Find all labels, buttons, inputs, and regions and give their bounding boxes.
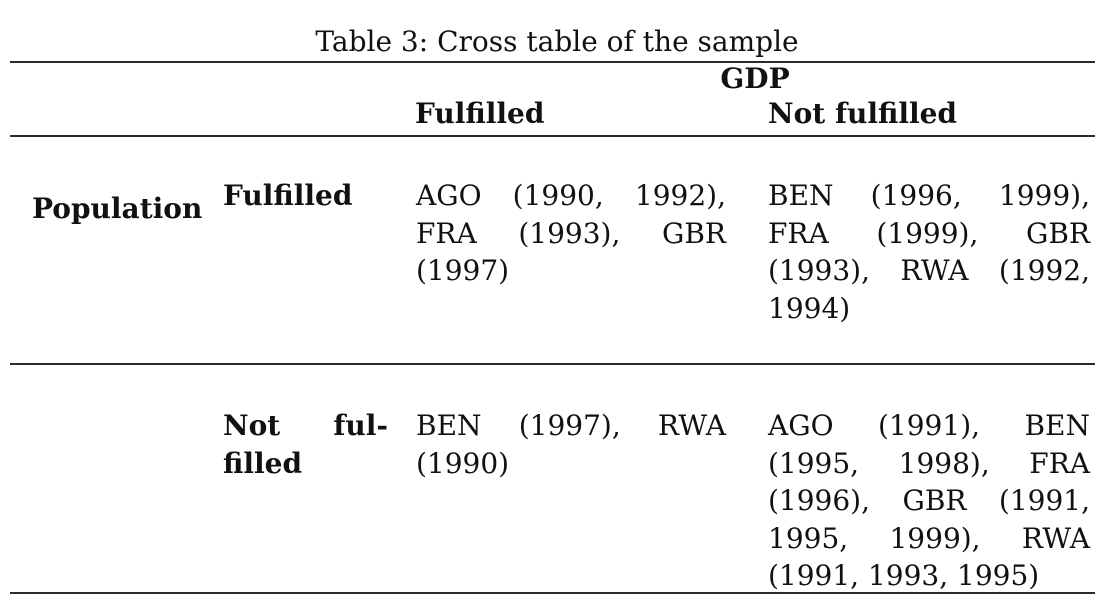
cell-pop-fulfilled-gdp-fulfilled: AGO (1990, 1992), FRA (1993), GBR (1997) [416,177,726,290]
cell-line: (1993), RWA (1992, [768,254,1090,287]
cell-line: AGO (1991), BEN [768,409,1090,442]
row-label-not-fulfilled: Not ful- filled [223,407,388,482]
cell-line: Fulfilled [223,179,353,212]
col-header-fulfilled: Fulfilled [415,97,545,130]
cell-line: FRA (1993), GBR [416,216,726,250]
cell-line: BEN (1997), RWA [416,409,726,442]
cell-line: BEN (1996, 1999), [768,179,1090,212]
table-rule-header [10,135,1095,137]
cell-line: FRA (1999), GBR [768,216,1090,250]
table-rule-top [10,61,1095,63]
cell-line: Not ful- [223,409,388,442]
cell-line: 1995, 1999), RWA [768,521,1090,555]
table-rule-bottom [10,592,1095,594]
table-caption: Table 3: Cross table of the sample [315,25,799,58]
cell-line: filled [223,446,303,480]
row-label-fulfilled: Fulfilled [223,177,388,215]
cell-line: AGO (1990, 1992), [416,179,726,212]
cell-line: 1994) [768,291,851,325]
col-group-header-gdp: GDP [720,62,790,95]
cell-pop-fulfilled-gdp-not-fulfilled: BEN (1996, 1999), FRA (1999), GBR (1993)… [768,177,1090,327]
cell-line: (1995, 1998), FRA [768,446,1090,480]
col-header-not-fulfilled: Not fulfilled [768,97,958,130]
cell-pop-not-fulfilled-gdp-fulfilled: BEN (1997), RWA (1990) [416,407,726,482]
cell-line: (1996), GBR (1991, [768,484,1090,517]
cell-line: (1997) [416,254,510,287]
table-rule-middle [10,363,1095,365]
row-group-header-population: Population [32,192,203,225]
cell-line: (1990) [416,446,510,480]
cell-pop-not-fulfilled-gdp-not-fulfilled: AGO (1991), BEN (1995, 1998), FRA (1996)… [768,407,1090,595]
cell-line: (1991, 1993, 1995) [768,559,1040,592]
